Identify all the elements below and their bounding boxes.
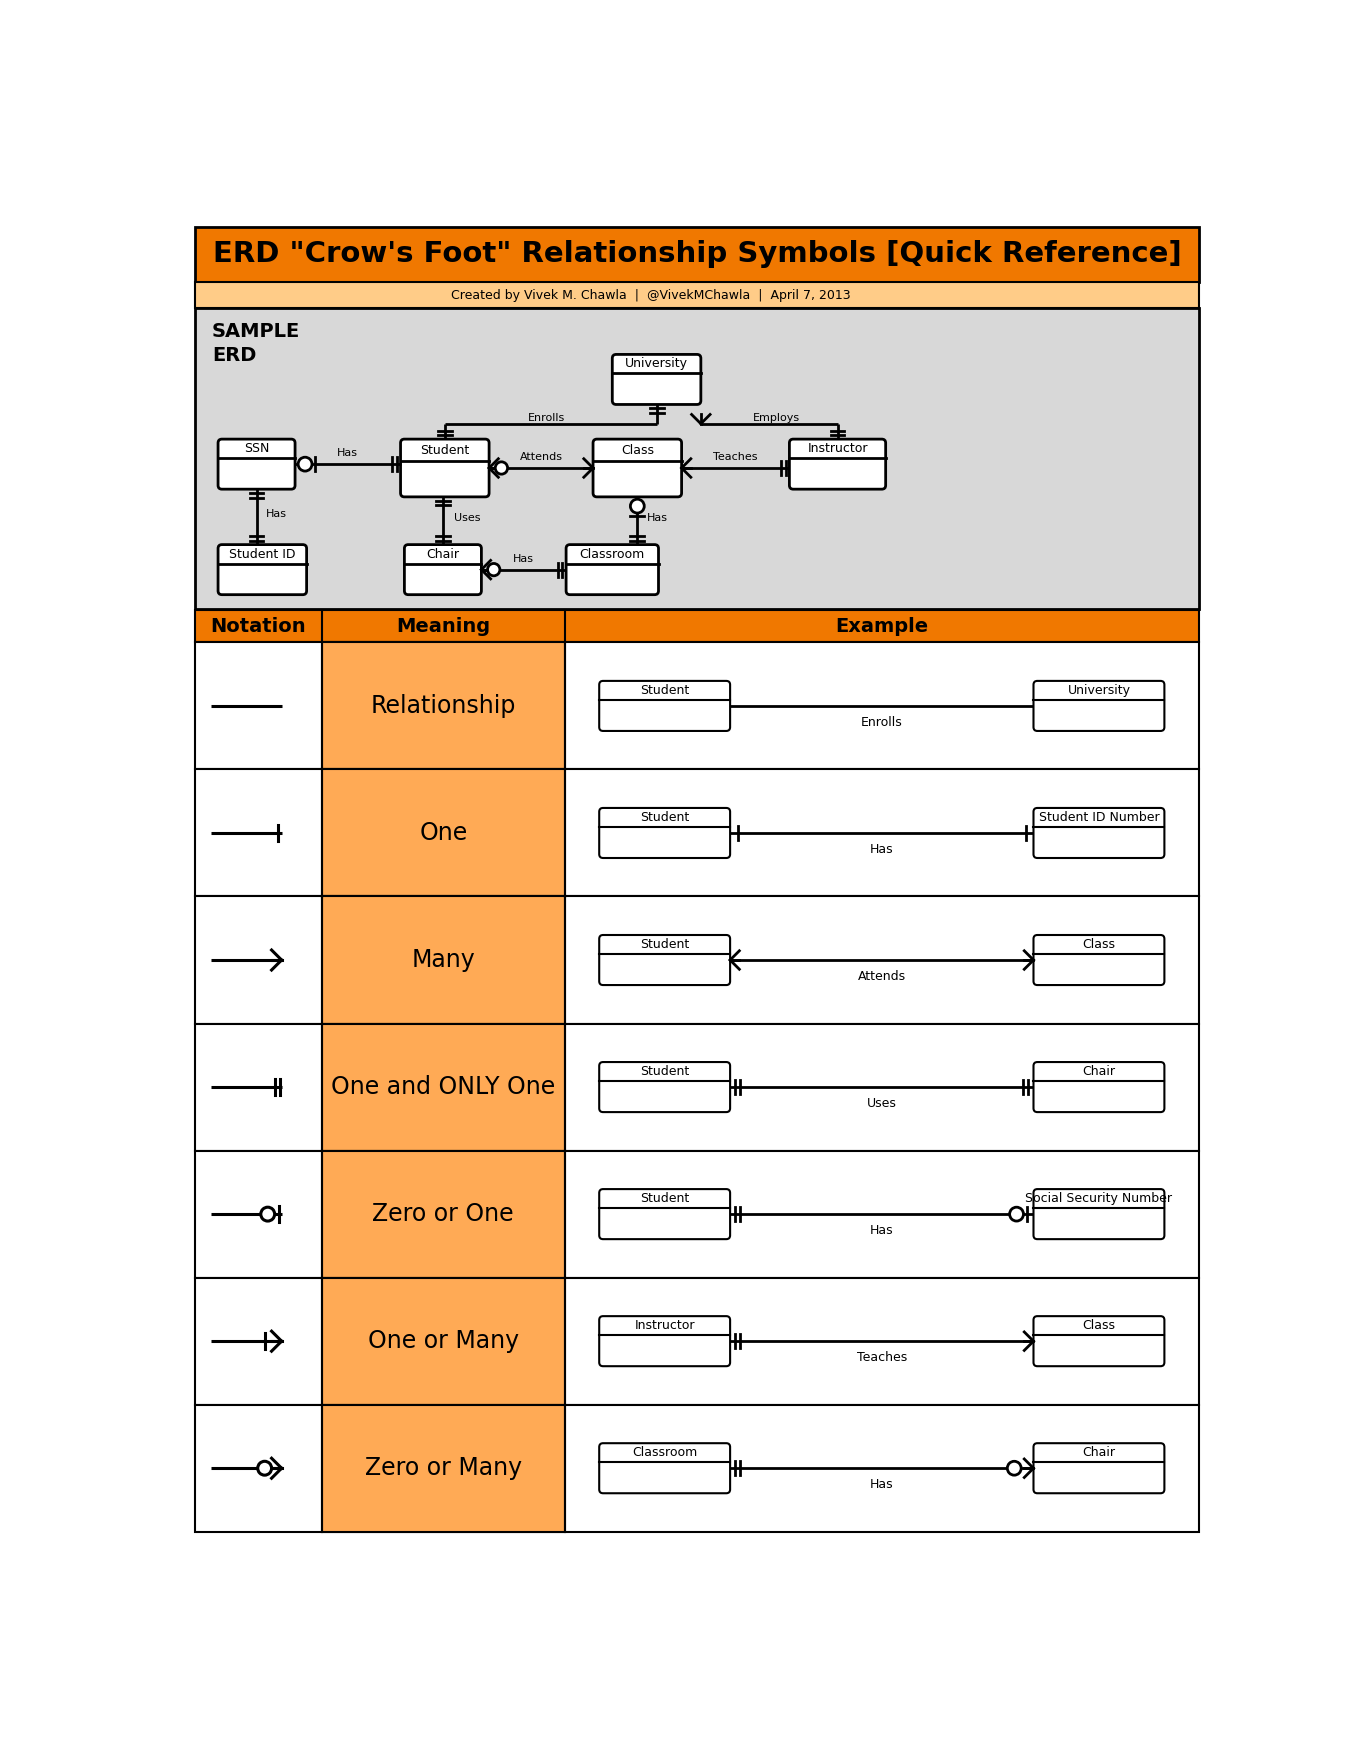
Bar [194,1151,1200,1278]
Text: Teaches: Teaches [857,1352,907,1364]
Bar [194,282,1200,308]
Text: One: One [419,820,468,845]
Text: Classroom: Classroom [632,1447,698,1459]
Bar [194,1404,1200,1531]
Bar [194,1278,1200,1404]
Bar [322,1278,564,1404]
Text: Student: Student [641,938,690,950]
Circle shape [261,1207,275,1221]
Text: Employs: Employs [753,412,801,422]
Text: Has: Has [513,554,534,563]
FancyBboxPatch shape [1034,681,1164,730]
Circle shape [631,500,645,514]
Circle shape [257,1461,272,1475]
FancyBboxPatch shape [600,935,730,986]
Bar [322,642,564,769]
FancyBboxPatch shape [218,544,306,595]
FancyBboxPatch shape [1034,808,1164,857]
Text: SSN: SSN [243,442,269,456]
Text: Instructor: Instructor [634,1320,695,1332]
Text: Social Security Number: Social Security Number [1025,1192,1172,1206]
FancyBboxPatch shape [789,438,885,489]
Text: Has: Has [870,843,894,855]
Text: Has: Has [870,1225,894,1237]
FancyBboxPatch shape [1034,1061,1164,1112]
Text: Has: Has [646,512,668,523]
Text: University: University [626,357,688,370]
Bar [194,308,1200,609]
Text: Created by Vivek M. Chawla  |  @VivekMChawla  |  April 7, 2013: Created by Vivek M. Chawla | @VivekMChaw… [452,289,850,301]
Bar [322,1024,564,1151]
Circle shape [298,458,311,472]
Bar [322,896,564,1024]
Text: Class: Class [1083,938,1115,950]
Text: Has: Has [337,449,358,458]
Circle shape [1009,1207,1024,1221]
Text: Attends: Attends [858,970,906,984]
Text: Chair: Chair [1083,1065,1115,1079]
Bar [322,1151,564,1278]
FancyBboxPatch shape [1034,1443,1164,1492]
Text: Has: Has [265,509,287,519]
Text: Enrolls: Enrolls [861,716,903,729]
Text: Classroom: Classroom [579,547,645,561]
Text: Uses: Uses [454,512,481,523]
Text: Relationship: Relationship [370,693,515,718]
FancyBboxPatch shape [600,808,730,857]
Text: One and ONLY One: One and ONLY One [330,1075,555,1098]
FancyBboxPatch shape [600,1316,730,1366]
Bar [322,1404,564,1531]
Bar [194,769,1200,896]
Text: Student: Student [641,1065,690,1079]
FancyBboxPatch shape [600,681,730,730]
Text: Zero or Many: Zero or Many [364,1456,522,1480]
Bar [194,227,1200,282]
FancyBboxPatch shape [401,438,490,496]
Text: Attends: Attends [520,452,563,463]
FancyBboxPatch shape [218,438,295,489]
Text: Student: Student [641,685,690,697]
Circle shape [495,461,507,473]
Text: University: University [1068,685,1130,697]
FancyBboxPatch shape [600,1190,730,1239]
FancyBboxPatch shape [566,544,658,595]
Bar [194,642,1200,769]
Text: Instructor: Instructor [808,442,868,456]
Text: Student: Student [641,811,690,824]
Bar [322,769,564,896]
FancyBboxPatch shape [1034,1316,1164,1366]
Circle shape [1008,1461,1021,1475]
Text: Student ID Number: Student ID Number [1039,811,1159,824]
FancyBboxPatch shape [593,438,681,496]
Text: One or Many: One or Many [367,1329,520,1353]
FancyBboxPatch shape [1034,935,1164,986]
FancyBboxPatch shape [612,354,700,405]
FancyBboxPatch shape [600,1443,730,1492]
Text: Many: Many [412,949,475,972]
Text: SAMPLE
ERD: SAMPLE ERD [212,322,301,364]
Bar [194,896,1200,1024]
Text: Student ID: Student ID [228,547,295,561]
Text: Chair: Chair [1083,1447,1115,1459]
Text: Class: Class [1083,1320,1115,1332]
Text: Enrolls: Enrolls [528,412,566,422]
FancyBboxPatch shape [600,1061,730,1112]
Text: Teaches: Teaches [713,452,758,463]
Text: Chair: Chair [427,547,460,561]
Text: Uses: Uses [866,1096,896,1111]
Text: Zero or One: Zero or One [373,1202,514,1227]
Text: Notation: Notation [211,616,306,635]
Text: Meaning: Meaning [396,616,491,635]
Circle shape [487,563,500,576]
Bar [194,611,1200,642]
Text: ERD "Crow's Foot" Relationship Symbols [Quick Reference]: ERD "Crow's Foot" Relationship Symbols [… [212,241,1182,268]
Text: Has: Has [870,1478,894,1491]
Bar [194,1024,1200,1151]
Text: Class: Class [620,444,654,456]
Text: Student: Student [420,444,469,456]
Text: Example: Example [835,616,929,635]
FancyBboxPatch shape [1034,1190,1164,1239]
Text: Student: Student [641,1192,690,1206]
FancyBboxPatch shape [404,544,481,595]
